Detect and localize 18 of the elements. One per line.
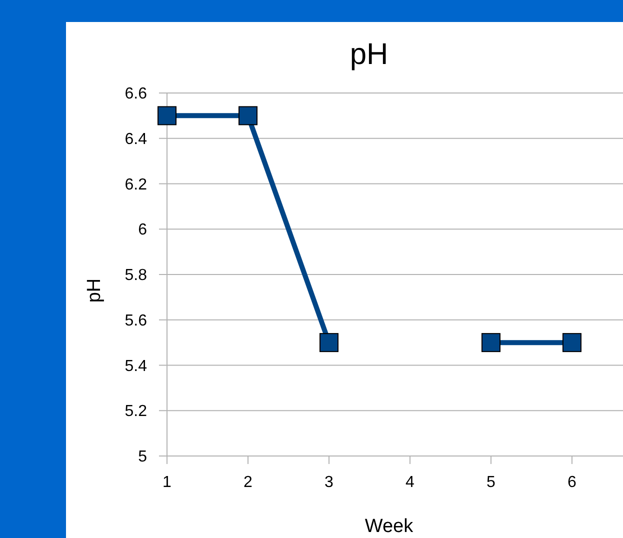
x-axis-title: Week [364,516,414,537]
x-tick-label: 2 [244,474,253,491]
x-tick-label: 1 [162,474,172,491]
y-tick-label: 5.6 [124,312,148,330]
x-tick-label: 5 [486,474,496,491]
y-tick-label: 5.2 [124,403,148,420]
y-tick-label: 5.4 [124,358,148,375]
x-tick-label: 6 [568,474,577,491]
y-tick-label: 6.6 [124,86,148,103]
x-tick-label: 3 [324,474,334,491]
x-tick-label: 4 [406,474,415,491]
y-tick-label: 6.2 [124,176,148,194]
y-tick-label: 5.8 [124,267,148,284]
y-tick-label: 6.4 [124,130,148,148]
y-tick-label: 6 [138,222,148,239]
y-tick-label: 5 [138,448,148,466]
chart-title: pH [350,38,388,71]
y-axis-title: pH [84,278,105,303]
